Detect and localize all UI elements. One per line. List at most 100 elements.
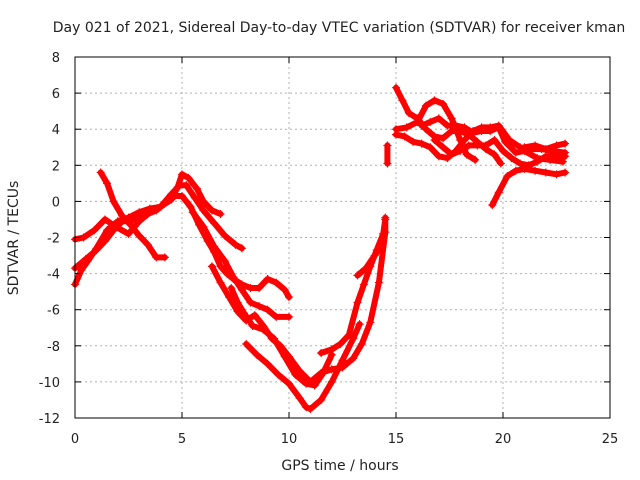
data-point-marker — [531, 141, 540, 150]
y-tick-label: -10 — [39, 376, 60, 391]
data-point-marker — [503, 172, 512, 181]
data-point-marker — [327, 345, 336, 354]
data-point-marker — [254, 301, 264, 311]
data-point-marker — [319, 368, 328, 377]
data-point-marker — [481, 141, 490, 150]
data-point-marker — [252, 350, 261, 359]
data-point-marker — [272, 278, 281, 287]
series-arc-16 — [431, 137, 569, 169]
data-series — [70, 83, 570, 414]
series-arc-7-markers — [227, 283, 336, 390]
series-arc-11-markers — [383, 141, 392, 168]
y-tick-label: 0 — [52, 195, 60, 210]
data-point-marker — [383, 159, 392, 168]
data-point-marker — [473, 141, 482, 150]
data-point-marker — [560, 139, 570, 148]
data-point-marker — [421, 101, 431, 110]
data-point-marker — [379, 229, 388, 238]
data-point-marker — [160, 199, 169, 208]
x-tick-label: 0 — [71, 432, 79, 447]
y-axis-label: SDTVAR / TECUs — [6, 181, 22, 296]
data-point-marker — [520, 164, 529, 174]
data-point-marker — [438, 134, 448, 143]
y-tick-labels: -12 -10 -8 -6 -4 -2 0 2 4 6 8 — [39, 51, 60, 427]
series-arc-8-markers — [242, 320, 364, 414]
data-point-marker — [152, 253, 161, 262]
data-point-marker — [124, 229, 133, 238]
data-point-marker — [216, 209, 225, 219]
data-point-marker — [233, 298, 242, 307]
data-point-marker — [317, 395, 326, 405]
series-arc-18-markers — [520, 139, 570, 154]
data-point-marker — [409, 137, 418, 146]
data-point-marker — [550, 152, 559, 161]
data-point-marker — [284, 379, 294, 388]
data-point-marker — [488, 200, 497, 210]
data-point-marker — [210, 242, 219, 251]
data-point-marker — [426, 117, 435, 127]
x-tick-label: 15 — [388, 432, 405, 447]
data-point-marker — [376, 242, 386, 251]
data-point-marker — [501, 137, 510, 146]
data-point-marker — [560, 152, 570, 161]
data-point-marker — [496, 159, 505, 168]
y-tick-label: 8 — [52, 51, 60, 66]
data-point-marker — [400, 132, 409, 141]
data-point-marker — [280, 285, 289, 294]
data-point-marker — [490, 150, 499, 159]
data-point-marker — [417, 121, 426, 130]
axis-ticks — [74, 56, 611, 419]
data-point-marker — [77, 265, 86, 275]
data-point-marker — [284, 312, 294, 322]
data-point-marker — [374, 278, 383, 287]
data-point-marker — [100, 215, 110, 224]
series-arc-10-markers — [353, 242, 386, 280]
data-point-marker — [560, 168, 570, 177]
data-point-marker — [177, 170, 187, 179]
y-tick-label: 4 — [52, 123, 60, 138]
data-point-marker — [117, 211, 127, 220]
data-point-marker — [96, 168, 105, 177]
data-point-marker — [269, 334, 279, 343]
data-point-marker — [552, 170, 561, 179]
data-point-marker — [413, 117, 422, 127]
x-tick-label: 10 — [281, 432, 298, 447]
data-point-marker — [383, 141, 392, 150]
data-point-marker — [190, 193, 199, 202]
data-point-marker — [169, 191, 178, 201]
data-point-marker — [184, 173, 193, 183]
data-point-marker — [366, 318, 375, 327]
data-point-marker — [280, 352, 289, 361]
data-point-marker — [516, 159, 525, 168]
series-arc-10 — [354, 243, 384, 279]
data-point-marker — [302, 403, 311, 412]
data-point-marker — [246, 283, 255, 293]
data-point-marker — [259, 325, 268, 334]
data-point-marker — [438, 99, 448, 109]
data-point-marker — [242, 339, 251, 349]
data-point-marker — [434, 114, 443, 123]
data-point-marker — [558, 157, 568, 166]
data-point-marker — [533, 157, 542, 166]
data-point-marker — [353, 298, 362, 307]
data-point-marker — [229, 273, 238, 282]
data-point-marker — [207, 262, 217, 271]
series-arc-7 — [228, 285, 335, 389]
data-point-marker — [443, 153, 452, 163]
data-point-marker — [109, 197, 118, 206]
data-point-marker — [357, 339, 366, 349]
data-point-marker — [199, 206, 208, 215]
data-point-marker — [541, 152, 550, 161]
x-tick-label: 5 — [178, 432, 186, 447]
data-point-marker — [239, 309, 249, 318]
data-point-marker — [186, 202, 195, 211]
data-point-marker — [224, 292, 234, 302]
data-point-marker — [274, 370, 283, 379]
data-point-marker — [511, 166, 520, 175]
data-point-marker — [284, 292, 294, 302]
data-point-marker — [327, 365, 336, 374]
data-point-marker — [182, 181, 191, 190]
data-point-marker — [464, 141, 473, 150]
y-tick-label: -6 — [47, 304, 60, 319]
data-point-marker — [310, 381, 319, 390]
